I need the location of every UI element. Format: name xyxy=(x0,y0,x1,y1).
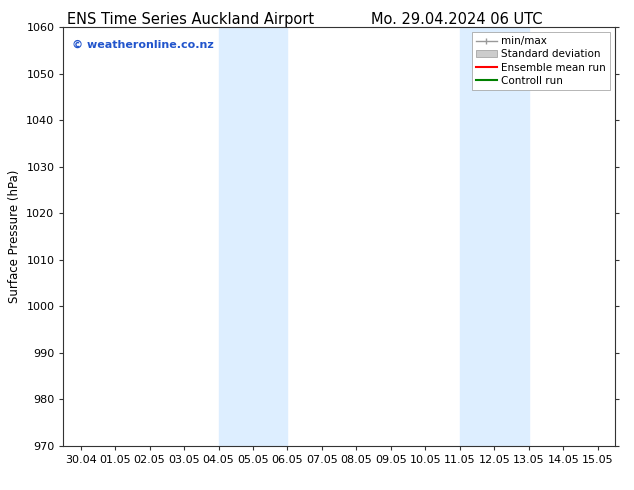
Bar xyxy=(219,27,287,446)
Text: ENS Time Series Auckland Airport: ENS Time Series Auckland Airport xyxy=(67,12,314,27)
Text: © weatheronline.co.nz: © weatheronline.co.nz xyxy=(72,40,214,49)
Text: Mo. 29.04.2024 06 UTC: Mo. 29.04.2024 06 UTC xyxy=(371,12,542,27)
Legend: min/max, Standard deviation, Ensemble mean run, Controll run: min/max, Standard deviation, Ensemble me… xyxy=(472,32,610,90)
Bar xyxy=(460,27,529,446)
Y-axis label: Surface Pressure (hPa): Surface Pressure (hPa) xyxy=(8,170,21,303)
